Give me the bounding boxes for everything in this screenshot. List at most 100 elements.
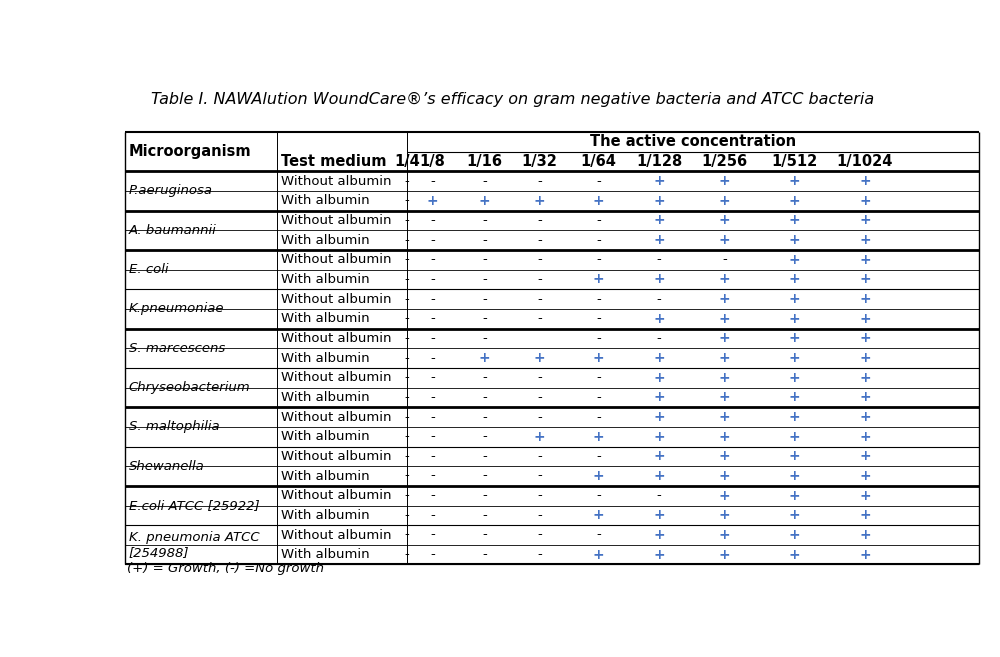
Text: +: + <box>719 311 730 326</box>
Text: -: - <box>482 450 487 463</box>
Text: +: + <box>789 528 801 542</box>
Text: -: - <box>404 175 409 188</box>
Text: -: - <box>430 175 435 188</box>
Text: -: - <box>404 351 409 365</box>
Text: -: - <box>430 450 435 463</box>
Text: +: + <box>653 430 665 443</box>
Text: Without albumin: Without albumin <box>281 253 391 266</box>
Text: -: - <box>430 489 435 502</box>
Text: +: + <box>859 528 871 542</box>
Text: Without albumin: Without albumin <box>281 411 391 424</box>
Text: 1/32: 1/32 <box>521 154 557 169</box>
Text: +: + <box>719 430 730 443</box>
Text: -: - <box>482 292 487 306</box>
Text: +: + <box>719 390 730 404</box>
Text: +: + <box>719 194 730 208</box>
Text: -: - <box>537 470 542 482</box>
Text: -: - <box>430 548 435 561</box>
Text: +: + <box>859 174 871 188</box>
Text: With albumin: With albumin <box>281 548 369 561</box>
Text: -: - <box>430 332 435 345</box>
Text: -: - <box>404 332 409 345</box>
Text: +: + <box>719 469 730 483</box>
Text: +: + <box>789 253 801 267</box>
Text: -: - <box>537 489 542 502</box>
Text: +: + <box>719 292 730 306</box>
Text: -: - <box>537 253 542 266</box>
Text: +: + <box>789 390 801 404</box>
Text: -: - <box>537 312 542 325</box>
Text: -: - <box>430 234 435 246</box>
Text: -: - <box>482 548 487 561</box>
Text: +: + <box>859 390 871 404</box>
Text: -: - <box>657 292 662 306</box>
Text: -: - <box>537 548 542 561</box>
Text: E.coli ATCC [25922]: E.coli ATCC [25922] <box>129 499 260 512</box>
Text: -: - <box>537 175 542 188</box>
Text: -: - <box>404 273 409 286</box>
Text: +: + <box>789 430 801 443</box>
Text: 1/1024: 1/1024 <box>837 154 893 169</box>
Text: +: + <box>789 311 801 326</box>
Text: +: + <box>859 311 871 326</box>
Text: With albumin: With albumin <box>281 312 369 325</box>
Text: -: - <box>596 411 601 424</box>
Text: -: - <box>430 371 435 384</box>
Text: -: - <box>537 411 542 424</box>
Text: +: + <box>427 194 439 208</box>
Text: -: - <box>537 371 542 384</box>
Text: +: + <box>789 469 801 483</box>
Text: +: + <box>653 194 665 208</box>
Text: -: - <box>430 351 435 365</box>
Text: Without albumin: Without albumin <box>281 528 391 541</box>
Text: -: - <box>596 450 601 463</box>
Text: -: - <box>596 175 601 188</box>
Text: -: - <box>537 292 542 306</box>
Text: +: + <box>789 174 801 188</box>
Text: Without albumin: Without albumin <box>281 450 391 463</box>
Text: -: - <box>482 175 487 188</box>
Text: 1/256: 1/256 <box>701 154 748 169</box>
Text: -: - <box>430 253 435 266</box>
Text: -: - <box>596 391 601 404</box>
Text: -: - <box>404 253 409 266</box>
Text: -: - <box>657 253 662 266</box>
Text: E. coli: E. coli <box>129 263 168 276</box>
Text: +: + <box>653 469 665 483</box>
Text: -: - <box>722 253 727 266</box>
Text: -: - <box>537 450 542 463</box>
Text: +: + <box>653 273 665 286</box>
Text: +: + <box>789 449 801 463</box>
Text: +: + <box>593 351 604 365</box>
Text: Microorganism: Microorganism <box>129 144 252 159</box>
Text: +: + <box>653 548 665 562</box>
Text: -: - <box>482 489 487 502</box>
Text: -: - <box>404 509 409 522</box>
Text: +: + <box>719 528 730 542</box>
Text: +: + <box>859 331 871 346</box>
Text: +: + <box>859 371 871 385</box>
Text: +: + <box>653 371 665 385</box>
Text: -: - <box>537 214 542 227</box>
Text: +: + <box>789 273 801 286</box>
Text: -: - <box>430 273 435 286</box>
Text: 1/128: 1/128 <box>636 154 682 169</box>
Text: 1/16: 1/16 <box>467 154 503 169</box>
Text: -: - <box>482 253 487 266</box>
Text: Without albumin: Without albumin <box>281 371 391 384</box>
Text: S. maltophilia: S. maltophilia <box>129 420 220 434</box>
Text: +: + <box>789 489 801 503</box>
Text: -: - <box>482 312 487 325</box>
Text: With albumin: With albumin <box>281 509 369 522</box>
Text: -: - <box>482 273 487 286</box>
Text: +: + <box>653 174 665 188</box>
Text: +: + <box>653 390 665 404</box>
Text: With albumin: With albumin <box>281 351 369 365</box>
Text: +: + <box>859 489 871 503</box>
Text: +: + <box>719 410 730 424</box>
Text: -: - <box>537 509 542 522</box>
Text: +: + <box>653 528 665 542</box>
Text: +: + <box>719 371 730 385</box>
Text: 1/512: 1/512 <box>772 154 818 169</box>
Text: With albumin: With albumin <box>281 430 369 443</box>
